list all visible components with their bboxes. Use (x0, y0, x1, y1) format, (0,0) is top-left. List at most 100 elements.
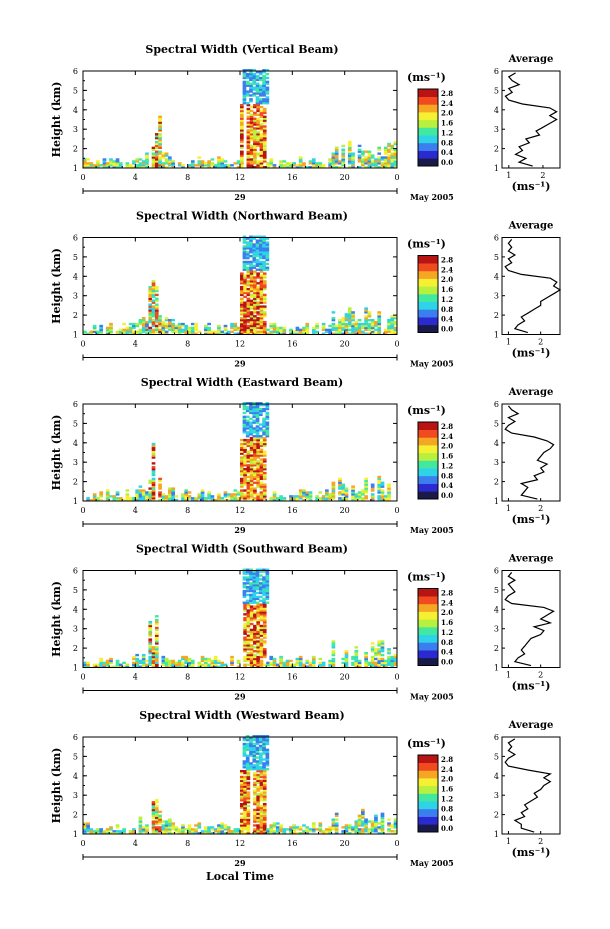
heatmap-cell (158, 119, 162, 122)
heatmap-cell (151, 657, 156, 661)
heatmap-cell (151, 160, 156, 163)
heatmap-cell (253, 630, 257, 633)
heatmap-cell (253, 299, 257, 302)
heatmap-cell (204, 164, 208, 167)
heatmap-cell (243, 469, 247, 473)
heatmap-cell (249, 71, 253, 74)
heatmap-cell (246, 280, 251, 283)
heatmap-cell (243, 318, 247, 322)
heatmap-cell (102, 665, 107, 668)
heatmap-cell (246, 491, 251, 494)
heatmap-cell (240, 131, 244, 134)
heatmap-cell (115, 162, 120, 165)
heatmap-cell (259, 280, 264, 283)
heatmap-cell (243, 462, 247, 465)
heatmap-cell (253, 605, 257, 608)
heatmap-cell (262, 810, 267, 814)
heatmap-cell (361, 828, 365, 831)
heatmap-cell (132, 832, 136, 835)
heatmap-cell (145, 326, 149, 330)
heatmap-cell (249, 651, 254, 655)
heatmap-cell (265, 86, 270, 89)
heatmap-cell (236, 832, 241, 835)
heatmap-cell (86, 830, 90, 833)
heatmap-cell (240, 272, 244, 275)
average-title: Average (508, 554, 554, 565)
heatmap-cell (161, 657, 166, 661)
heatmap-cell (357, 332, 362, 335)
heatmap-cell (262, 624, 267, 628)
heatmap-cell (151, 804, 156, 808)
heatmap-cell (262, 820, 267, 823)
heatmap-cell (242, 98, 247, 101)
heatmap-cell (151, 166, 156, 169)
heatmap-cell (158, 322, 162, 326)
avg-y-tick-label: 5 (494, 86, 499, 95)
heatmap-cell (262, 264, 266, 267)
heatmap-cell (242, 417, 247, 420)
heatmap-cell (305, 326, 310, 330)
heatmap-cell (393, 148, 398, 151)
heatmap-cell (256, 462, 261, 465)
heatmap-cell (252, 235, 257, 238)
heatmap-cell (223, 324, 228, 328)
heatmap-cell (154, 826, 159, 829)
heatmap-cell (253, 322, 257, 326)
heatmap-cell (256, 787, 261, 790)
heatmap-cell (341, 332, 346, 335)
heatmap-cell (315, 330, 319, 333)
heatmap-cell (275, 665, 280, 668)
heatmap-cell (256, 442, 261, 446)
heatmap-cell (207, 657, 211, 661)
heatmap-cell (328, 332, 332, 335)
heatmap-cell (341, 162, 346, 165)
heatmap-cell (272, 832, 277, 835)
colorbar-segment (418, 112, 438, 121)
heatmap-cell (325, 328, 329, 332)
heatmap-cell (245, 744, 250, 748)
colorbar-segment (418, 762, 438, 771)
heatmap-cell (83, 158, 87, 161)
heatmap-cell (265, 742, 270, 746)
heatmap-cell (262, 425, 266, 428)
heatmap-cell (138, 489, 143, 492)
heatmap-cell (383, 332, 388, 335)
heatmap-cell (151, 305, 156, 308)
avg-y-tick-label: 3 (494, 125, 499, 134)
heatmap-cell (220, 160, 225, 163)
heatmap-cell (105, 499, 110, 502)
heatmap-cell (83, 663, 87, 666)
heatmap-cell (83, 830, 87, 833)
colorbar-tick-label: 2.8 (441, 755, 453, 764)
heatmap-cell (154, 309, 159, 312)
heatmap-cell (243, 646, 247, 649)
heatmap-cell (105, 326, 110, 330)
heatmap-cell (279, 655, 283, 659)
heatmap-cell (351, 657, 355, 661)
heatmap-cell (168, 493, 172, 496)
heatmap-cell (240, 446, 244, 450)
heatmap-cell (240, 456, 244, 459)
heatmap-cell (305, 491, 310, 494)
heatmap-cell (249, 324, 254, 328)
heatmap-cell (262, 324, 267, 328)
colorbar-segment (418, 816, 438, 825)
heatmap-cell (289, 497, 293, 500)
heatmap-cell (158, 820, 162, 823)
heatmap-cell (259, 318, 264, 322)
heatmap-cell (154, 287, 159, 291)
heatmap-cell (262, 438, 267, 442)
heatmap-cell (236, 499, 241, 502)
heatmap-cell (351, 160, 355, 163)
heatmap-cell (86, 663, 90, 666)
heatmap-cell (262, 313, 267, 316)
heatmap-cell (256, 282, 261, 285)
heatmap-cell (109, 322, 113, 326)
heatmap-cell (387, 822, 391, 825)
heatmap-cell (279, 497, 283, 500)
heatmap-cell (256, 816, 261, 819)
heatmap-cell (240, 464, 244, 467)
heatmap-cell (253, 287, 257, 291)
heatmap-cell (112, 164, 117, 167)
colorbar-segment (418, 429, 438, 438)
